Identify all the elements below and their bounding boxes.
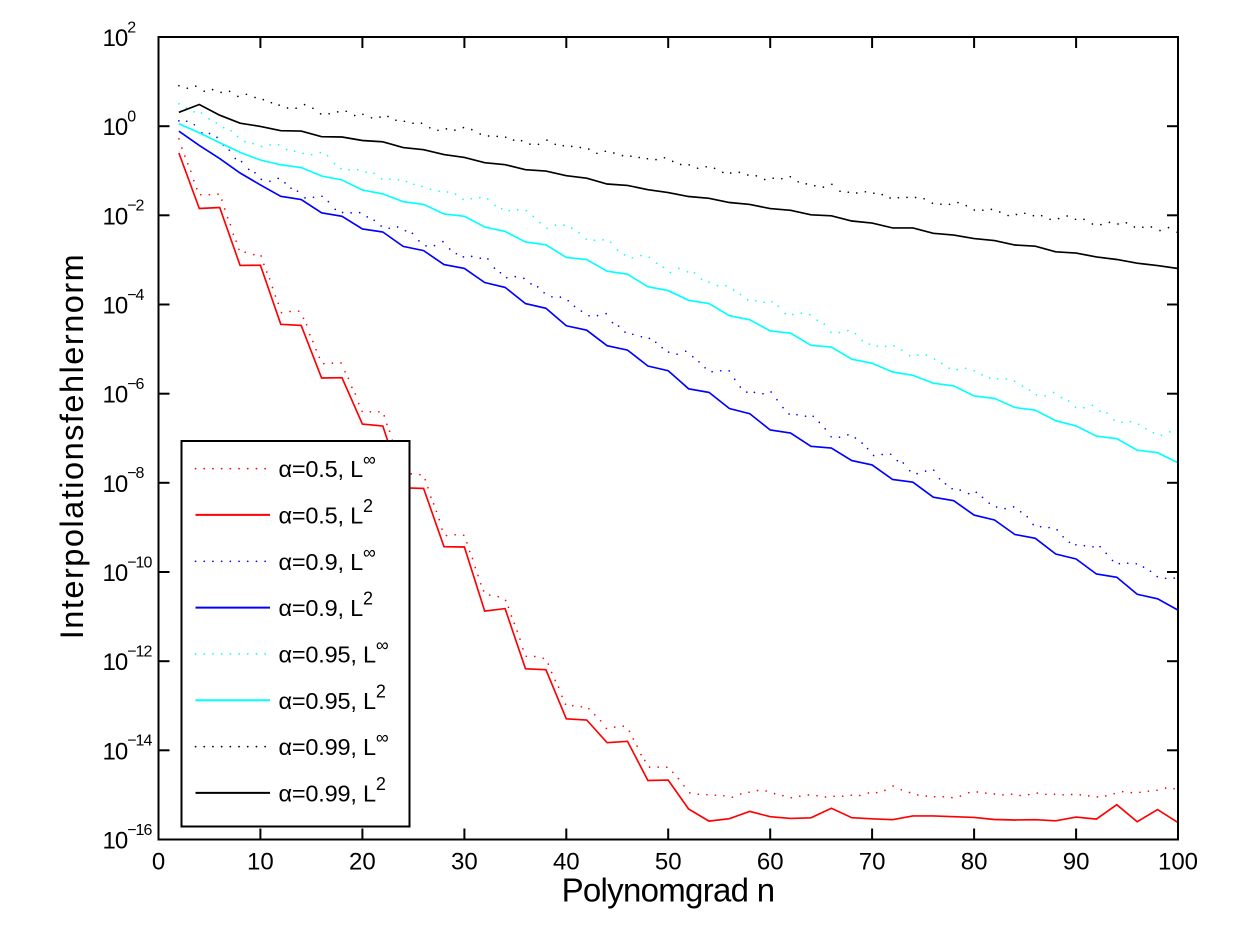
svg-text:20: 20	[349, 849, 376, 876]
svg-text:Polynomgrad n: Polynomgrad n	[562, 872, 775, 909]
svg-text:Interpolationsfehlernorm: Interpolationsfehlernorm	[54, 253, 90, 639]
svg-text:40: 40	[553, 849, 580, 876]
svg-text:0: 0	[152, 849, 165, 876]
svg-text:30: 30	[451, 849, 478, 876]
svg-text:50: 50	[655, 849, 682, 876]
svg-text:10: 10	[247, 849, 274, 876]
svg-text:100: 100	[1158, 849, 1198, 876]
svg-text:80: 80	[961, 849, 988, 876]
svg-text:90: 90	[1063, 849, 1090, 876]
svg-text:70: 70	[859, 849, 886, 876]
svg-text:10−6: 10−6	[103, 376, 145, 409]
svg-text:60: 60	[757, 849, 784, 876]
svg-text:100: 100	[103, 109, 137, 142]
